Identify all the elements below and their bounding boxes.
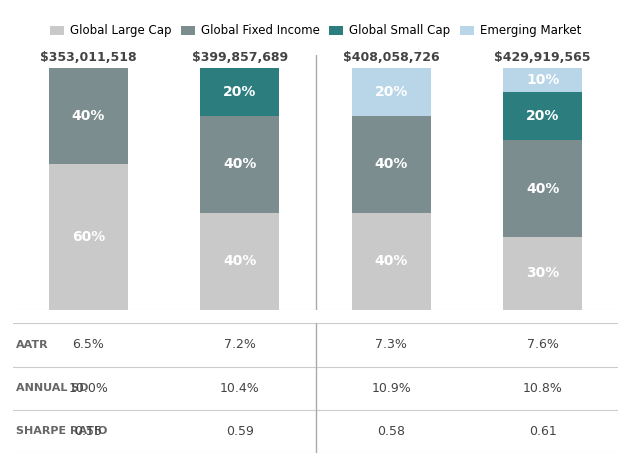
- Text: 0.59: 0.59: [226, 425, 254, 438]
- Text: ANNUAL SD: ANNUAL SD: [16, 383, 88, 393]
- Text: $353,011,518: $353,011,518: [40, 51, 137, 64]
- Text: 40%: 40%: [375, 158, 408, 171]
- Bar: [49, 67, 127, 164]
- Text: 40%: 40%: [223, 158, 256, 171]
- Text: 7.6%: 7.6%: [527, 339, 558, 352]
- Text: $429,919,565: $429,919,565: [495, 51, 591, 64]
- Text: 20%: 20%: [375, 85, 408, 99]
- Bar: [352, 67, 430, 116]
- Text: 10.4%: 10.4%: [220, 382, 259, 395]
- Text: 40%: 40%: [526, 182, 559, 195]
- Text: 60%: 60%: [72, 230, 105, 244]
- Bar: [504, 140, 582, 237]
- Text: 30%: 30%: [526, 266, 559, 280]
- Text: 10.9%: 10.9%: [372, 382, 411, 395]
- Text: AATR: AATR: [16, 340, 49, 350]
- Legend: Global Large Cap, Global Fixed Income, Global Small Cap, Emerging Market: Global Large Cap, Global Fixed Income, G…: [45, 20, 586, 42]
- Bar: [504, 92, 582, 140]
- Bar: [49, 164, 127, 310]
- Text: 0.55: 0.55: [74, 425, 102, 438]
- Text: 0.58: 0.58: [377, 425, 405, 438]
- Bar: [201, 67, 279, 116]
- Bar: [352, 213, 430, 310]
- Text: 10.8%: 10.8%: [522, 382, 563, 395]
- Text: 20%: 20%: [223, 85, 256, 99]
- Text: SHARPE RATIO: SHARPE RATIO: [16, 426, 107, 436]
- Bar: [201, 116, 279, 213]
- Text: 6.5%: 6.5%: [73, 339, 104, 352]
- Bar: [201, 213, 279, 310]
- Text: 7.3%: 7.3%: [375, 339, 407, 352]
- Bar: [504, 237, 582, 310]
- Text: $408,058,726: $408,058,726: [343, 51, 440, 64]
- Text: 40%: 40%: [72, 109, 105, 123]
- Text: 10%: 10%: [526, 73, 559, 87]
- Bar: [352, 116, 430, 213]
- Text: 7.2%: 7.2%: [224, 339, 256, 352]
- Text: 20%: 20%: [526, 109, 559, 123]
- Text: 40%: 40%: [223, 254, 256, 268]
- Bar: [504, 67, 582, 92]
- Text: 0.61: 0.61: [529, 425, 557, 438]
- Text: $399,857,689: $399,857,689: [192, 51, 288, 64]
- Text: 40%: 40%: [375, 254, 408, 268]
- Text: 10.0%: 10.0%: [68, 382, 109, 395]
